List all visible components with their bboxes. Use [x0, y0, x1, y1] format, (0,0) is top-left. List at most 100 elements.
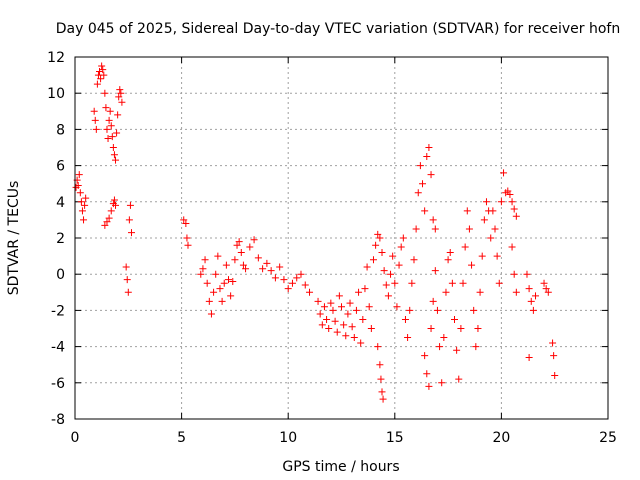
- data-point: [101, 221, 109, 229]
- data-point: [382, 281, 390, 289]
- data-point: [231, 256, 239, 264]
- data-point: [444, 256, 452, 264]
- data-point: [123, 276, 131, 284]
- y-tick-label: 4: [56, 195, 65, 211]
- data-point: [438, 379, 446, 387]
- data-point: [110, 151, 118, 159]
- data-point: [408, 279, 416, 287]
- data-point: [242, 265, 250, 273]
- data-point: [448, 279, 456, 287]
- data-point: [367, 325, 375, 332]
- data-point: [421, 352, 429, 360]
- data-point: [346, 299, 354, 307]
- data-point: [551, 372, 559, 380]
- data-point: [506, 191, 514, 199]
- data-point: [112, 201, 120, 209]
- x-tick-label: 5: [177, 430, 186, 446]
- data-point: [331, 317, 339, 325]
- data-point: [429, 297, 437, 305]
- data-point: [508, 243, 516, 251]
- data-point: [235, 238, 243, 246]
- data-point: [350, 334, 358, 342]
- data-point: [476, 288, 484, 296]
- data-point: [410, 256, 418, 264]
- data-point: [412, 225, 420, 233]
- data-point: [112, 156, 120, 164]
- data-point: [472, 343, 480, 351]
- data-point: [81, 201, 89, 209]
- data-point: [246, 243, 254, 251]
- data-point: [421, 207, 429, 215]
- data-point: [527, 297, 535, 305]
- data-point: [374, 343, 382, 351]
- data-point: [113, 129, 121, 137]
- data-point: [197, 270, 205, 278]
- data-point: [429, 216, 437, 224]
- data-point: [271, 274, 279, 282]
- data-point: [489, 207, 497, 215]
- data-point: [117, 89, 125, 97]
- data-point: [544, 288, 552, 296]
- data-point: [532, 292, 540, 300]
- x-tick-label: 20: [492, 430, 510, 446]
- data-point: [342, 332, 350, 340]
- x-tick-label: 15: [386, 430, 404, 446]
- data-point: [525, 285, 533, 293]
- data-point: [470, 306, 478, 314]
- tick-layer: 0 5 10 15 20 25 -8 -6 -4 -2 0 2 4 6 8 10 12: [47, 50, 617, 446]
- data-point: [540, 279, 548, 287]
- data-point: [431, 225, 439, 233]
- data-point: [468, 261, 476, 269]
- data-point: [75, 171, 83, 179]
- data-point: [406, 306, 414, 314]
- data-point: [124, 288, 132, 296]
- data-point: [100, 71, 108, 79]
- data-point: [365, 303, 373, 311]
- y-tick-label: 0: [56, 267, 65, 283]
- data-point: [207, 310, 215, 318]
- y-tick-label: -2: [51, 303, 65, 319]
- data-point: [293, 274, 301, 282]
- data-point: [77, 198, 85, 206]
- data-point: [359, 315, 367, 323]
- data-point: [122, 263, 130, 271]
- data-point: [320, 303, 328, 311]
- data-point: [427, 325, 435, 332]
- data-point: [182, 220, 190, 228]
- data-point: [376, 361, 384, 369]
- x-tick-label: 10: [279, 430, 297, 446]
- data-point: [276, 263, 284, 271]
- data-point: [512, 212, 520, 220]
- data-point: [399, 234, 407, 242]
- data-point: [416, 162, 424, 170]
- data-point: [105, 116, 113, 124]
- data-point: [301, 281, 309, 289]
- data-point: [423, 153, 431, 161]
- y-tick-label: 10: [47, 86, 65, 102]
- data-point: [109, 144, 117, 151]
- data-point: [184, 241, 192, 249]
- data-point: [106, 107, 114, 115]
- data-point: [493, 252, 501, 260]
- data-point: [478, 252, 486, 260]
- data-point: [335, 292, 343, 300]
- data-point: [229, 277, 237, 285]
- y-axis-label: SDTVAR / TECUs: [6, 181, 22, 296]
- data-point: [116, 86, 124, 94]
- data-point: [379, 395, 387, 403]
- data-point: [419, 180, 427, 188]
- data-point: [436, 343, 444, 351]
- data-point: [474, 325, 482, 332]
- data-point: [525, 353, 533, 361]
- data-point: [425, 144, 433, 151]
- data-point: [93, 80, 101, 88]
- data-point: [338, 303, 345, 311]
- data-point: [76, 189, 84, 197]
- data-point: [227, 292, 235, 300]
- data-point: [504, 187, 512, 195]
- data-point: [91, 116, 99, 124]
- data-point: [199, 265, 207, 273]
- data-point: [105, 214, 113, 222]
- data-point: [80, 216, 88, 224]
